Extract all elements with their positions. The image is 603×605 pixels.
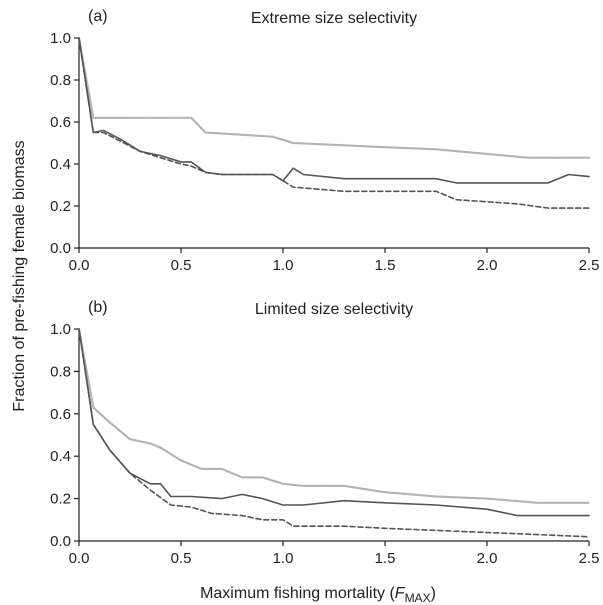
y-axis-title: Fraction of pre-fishing female biomass [11, 140, 28, 411]
series-line-light-dotted [77, 36, 591, 159]
x-tick-label: 0.5 [171, 550, 192, 567]
y-tick-label: 0.8 [50, 363, 71, 380]
x-tick-label: 1.0 [273, 550, 294, 567]
series-line-solid-dark [78, 328, 590, 517]
x-tick-label: 0.0 [69, 550, 90, 567]
y-tick-label: 1.0 [50, 321, 71, 338]
y-tick-label: 0.4 [50, 448, 71, 465]
x-tick-label: 2.5 [579, 550, 600, 567]
y-tick-label: 0.8 [50, 72, 71, 89]
x-tick-label: 2.5 [579, 257, 600, 274]
x-axis-title-main: Maximum fishing mortality ( [200, 585, 395, 602]
y-tick-label: 1.0 [50, 30, 71, 47]
x-axis-title-close: ) [431, 585, 436, 602]
x-tick-label: 0.0 [69, 257, 90, 274]
series-line-solid-dark [78, 37, 590, 184]
panel-label: (b) [88, 299, 108, 316]
x-tick-label: 0.5 [171, 257, 192, 274]
series-line-dashed [78, 37, 590, 209]
x-axis-title-symbol: F [395, 585, 406, 602]
panel-title: Extreme size selectivity [251, 10, 417, 27]
y-tick-label: 0.0 [50, 533, 71, 550]
y-tick-label: 0.6 [50, 114, 71, 131]
series-line-dashed [78, 328, 590, 538]
x-tick-label: 1.5 [375, 257, 396, 274]
x-tick-label: 2.0 [477, 550, 498, 567]
panel-b: 0.0 0.2 0.4 0.6 0.8 1.0 0.0 0.5 1.0 1.5 2.0 2.5 (b) L… [50, 299, 599, 567]
x-tick-label: 1.0 [273, 257, 294, 274]
panel-a: 0.0 0.2 0.4 0.6 0.8 1.0 0.0 0.5 1.0 1.5 2.0 2.5 (a) E… [50, 8, 599, 274]
y-tick-label: 0.2 [50, 198, 71, 215]
x-tick-label: 2.0 [477, 257, 498, 274]
x-tick-label: 1.5 [375, 550, 396, 567]
series-line-light-dotted [77, 327, 591, 504]
x-axis-title: Maximum fishing mortality (FMAX) [200, 585, 436, 605]
panel-title: Limited size selectivity [255, 301, 413, 318]
x-axis-title-subscript: MAX [405, 591, 431, 605]
y-tick-label: 0.4 [50, 156, 71, 173]
y-tick-label: 0.6 [50, 406, 71, 423]
y-tick-label: 0.2 [50, 491, 71, 508]
panel-label: (a) [88, 8, 108, 25]
y-tick-label: 0.0 [50, 240, 71, 257]
